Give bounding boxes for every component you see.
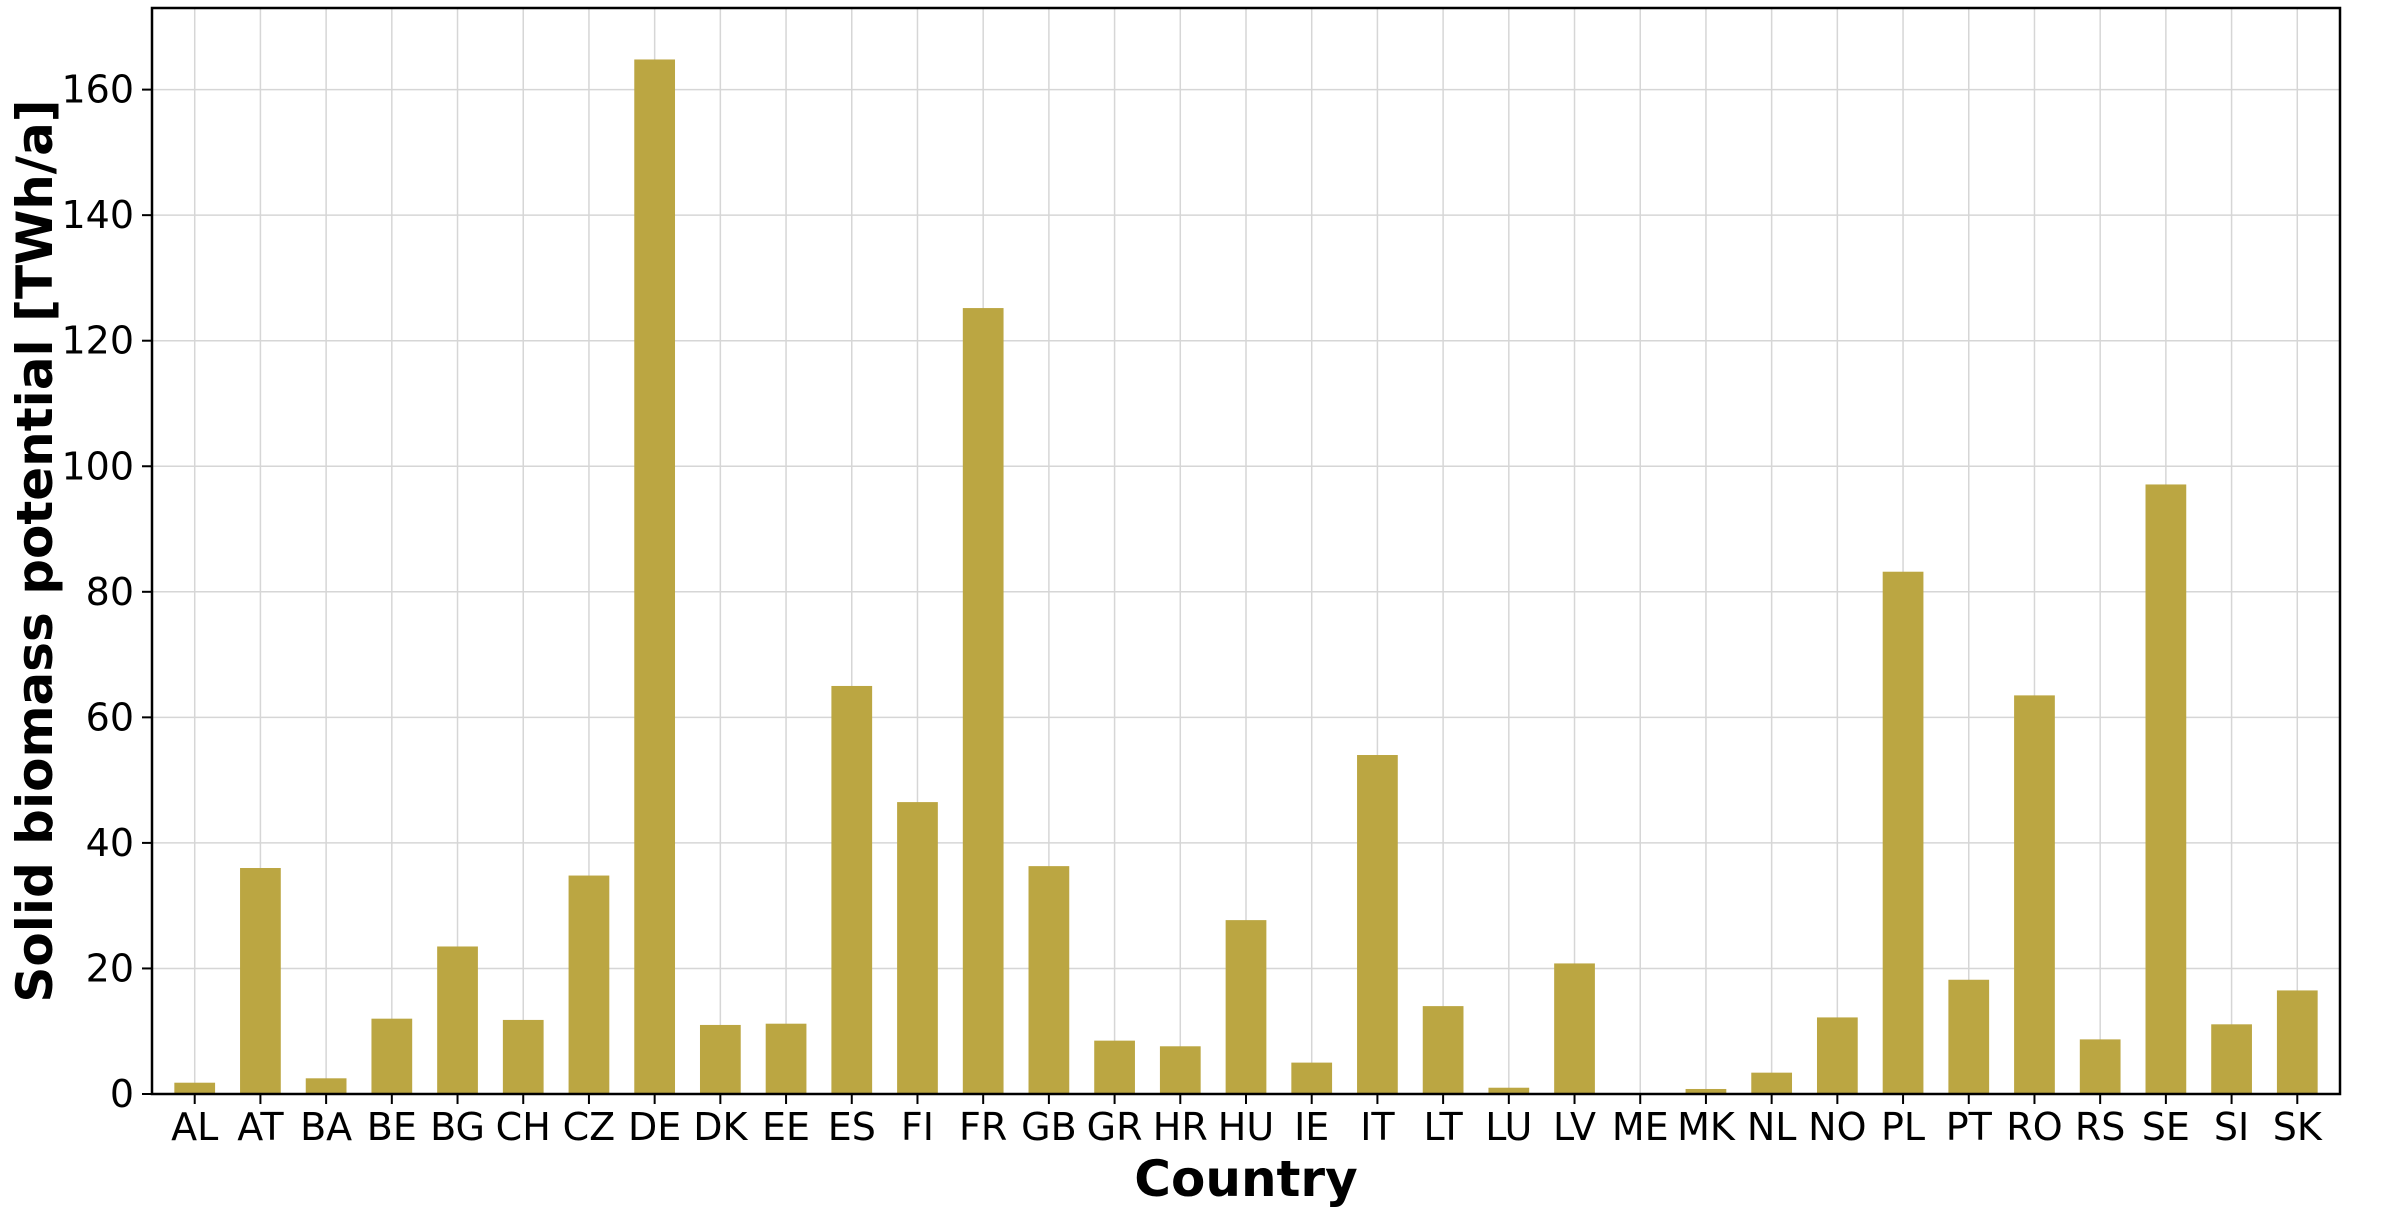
bar-lu <box>1488 1087 1530 1094</box>
x-tick-label: FI <box>901 1105 934 1149</box>
y-axis-title: Solid biomass potential [TWh/a] <box>6 99 64 1002</box>
bar-pl <box>1882 571 1924 1094</box>
bar-hu <box>1225 920 1267 1094</box>
bar-hr <box>1159 1046 1201 1094</box>
x-tick-label: IE <box>1294 1105 1329 1149</box>
bar-ch <box>502 1019 544 1094</box>
y-tick-label: 100 <box>61 444 134 488</box>
y-tick-label: 120 <box>61 319 134 363</box>
bar-sk <box>2276 990 2318 1094</box>
x-tick-label: FR <box>959 1105 1007 1149</box>
bar-at <box>240 868 281 1094</box>
x-axis-ticks: AL AT BA BE BG CH CZ DE DK EE ES FI FR GB GR HR HU IE IT LT… <box>171 1094 2323 1149</box>
bar-dk <box>699 1024 741 1094</box>
bar-pt <box>1948 979 1990 1094</box>
bar-si <box>2211 1024 2252 1094</box>
x-tick-label: HR <box>1153 1105 1208 1149</box>
x-tick-label: PT <box>1946 1105 1993 1149</box>
x-axis-title: Country <box>1134 1150 1357 1208</box>
x-tick-label: CH <box>496 1105 551 1149</box>
x-tick-label: GB <box>1021 1105 1077 1149</box>
x-tick-label: AL <box>171 1105 218 1149</box>
x-tick-label: LT <box>1424 1105 1464 1149</box>
x-tick-label: GR <box>1087 1105 1143 1149</box>
x-tick-label: PL <box>1881 1105 1925 1149</box>
x-tick-label: ME <box>1612 1105 1669 1149</box>
y-tick-label: 40 <box>86 821 134 865</box>
x-tick-label: BA <box>300 1105 352 1149</box>
bars-group <box>174 59 2318 1095</box>
bar-de <box>634 59 676 1095</box>
y-tick-label: 140 <box>61 193 134 237</box>
x-tick-label: HU <box>1218 1105 1274 1149</box>
x-tick-label: LU <box>1485 1105 1532 1149</box>
y-axis-ticks: 0 20 40 60 80 100 120 140 160 <box>61 68 152 1116</box>
x-tick-label: ES <box>828 1105 876 1149</box>
x-tick-label: DK <box>693 1105 748 1149</box>
x-tick-label: NO <box>1808 1105 1866 1149</box>
bar-nl <box>1751 1072 1793 1094</box>
bar-rs <box>2079 1039 2121 1094</box>
x-tick-label: RS <box>2075 1105 2126 1149</box>
y-tick-label: 80 <box>86 570 134 614</box>
bar-cz <box>568 875 610 1094</box>
bar-ee <box>765 1023 807 1094</box>
bar-ro <box>2014 695 2055 1094</box>
bar-lv <box>1554 963 1595 1094</box>
y-tick-label: 60 <box>86 695 134 739</box>
x-tick-label: LV <box>1553 1105 1596 1149</box>
bar-lt <box>1422 1006 1464 1094</box>
bar-mk <box>1685 1088 1727 1094</box>
bar-no <box>1816 1017 1858 1094</box>
bar-es <box>831 685 873 1094</box>
bar-al <box>174 1082 216 1094</box>
x-tick-label: CZ <box>563 1105 616 1149</box>
y-tick-label: 20 <box>86 946 134 990</box>
x-tick-label: SK <box>2273 1105 2323 1149</box>
x-tick-label: MK <box>1677 1105 1736 1149</box>
bar-ie <box>1291 1062 1333 1094</box>
y-tick-label: 160 <box>61 68 134 112</box>
x-tick-label: IT <box>1360 1105 1395 1149</box>
bar-bg <box>437 946 478 1094</box>
x-tick-label: NL <box>1747 1105 1797 1149</box>
bar-ba <box>305 1078 347 1094</box>
x-tick-label: DE <box>628 1105 681 1149</box>
x-tick-label: AT <box>237 1105 284 1149</box>
bar-fi <box>897 802 938 1094</box>
bar-be <box>371 1018 413 1094</box>
bar-it <box>1357 755 1398 1094</box>
bar-fr <box>962 308 1004 1094</box>
x-tick-label: BG <box>430 1105 485 1149</box>
x-tick-label: EE <box>762 1105 810 1149</box>
bar-gb <box>1028 866 1070 1094</box>
bar-se <box>2145 484 2187 1094</box>
x-tick-label: RO <box>2006 1105 2062 1149</box>
x-tick-label: SE <box>2142 1105 2190 1149</box>
x-tick-label: BE <box>367 1105 417 1149</box>
bar-gr <box>1094 1040 1135 1094</box>
y-tick-label: 0 <box>110 1072 134 1116</box>
x-tick-label: SI <box>2214 1105 2249 1149</box>
